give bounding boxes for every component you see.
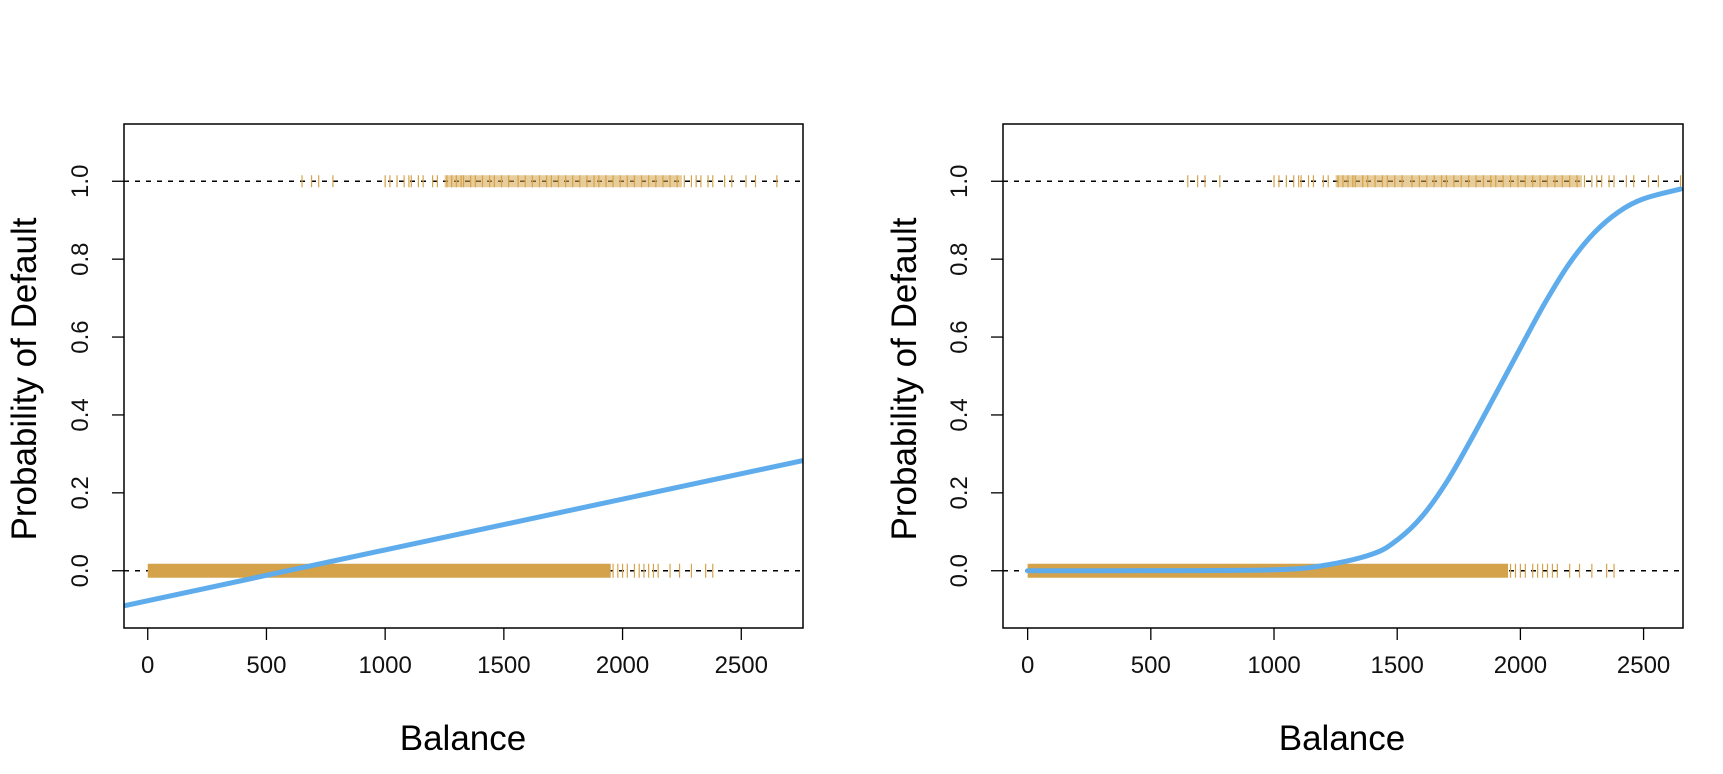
left-panel-linear: 0 500 1000 1500 2000 2500 0.0 0.2 0.4 0.6 0.8 1.0 Ba… (5, 123, 804, 758)
x-tick-label: 500 (246, 652, 286, 679)
x-tick-label: 1000 (1247, 652, 1300, 679)
x-tick-label: 2000 (1494, 652, 1547, 679)
y-tick-label: 0.2 (946, 476, 973, 509)
x-tick-label: 0 (1021, 652, 1034, 679)
y-tick-label: 0.8 (946, 242, 973, 275)
linear-fit-curve (124, 458, 803, 609)
y-axis-title: Probability of Default (5, 217, 44, 540)
y-tick-label: 0.4 (946, 398, 973, 431)
rug-band-default-no (147, 563, 611, 578)
plot-frame (1002, 123, 1684, 629)
y-axis-title: Probability of Default (885, 217, 924, 540)
x-tick-label: 0 (141, 652, 154, 679)
x-axis-title: Balance (1279, 719, 1405, 758)
y-tick-label: 0.4 (67, 398, 94, 431)
y-tick-label: 0.0 (946, 554, 973, 587)
plot-area (1003, 175, 1683, 578)
x-tick-label: 1500 (1371, 652, 1424, 679)
x-tick-label: 1000 (358, 652, 411, 679)
right-panel-logistic: 0 500 1000 1500 2000 2500 0.0 0.2 0.4 0.6 0.8 1.0 Ba… (885, 123, 1684, 758)
y-tick-label: 0.6 (67, 320, 94, 353)
y-tick-label: 0.0 (67, 554, 94, 587)
rug-band-default-yes (1335, 175, 1582, 188)
rug-band-default-yes (444, 175, 682, 188)
y-tick-label: 0.6 (946, 320, 973, 353)
y-tick-label: 0.8 (67, 242, 94, 275)
x-tick-label: 1500 (477, 652, 530, 679)
plot-frame (123, 123, 804, 629)
x-tick-label: 2500 (715, 652, 768, 679)
y-tick-label: 1.0 (67, 165, 94, 198)
x-axis-title: Balance (400, 719, 526, 758)
y-tick-label: 1.0 (946, 165, 973, 198)
x-tick-label: 500 (1131, 652, 1171, 679)
logistic-fit-curve (1025, 186, 1683, 574)
x-tick-label: 2500 (1617, 652, 1670, 679)
x-tick-label: 2000 (596, 652, 649, 679)
y-tick-label: 0.2 (67, 476, 94, 509)
plot-area (124, 175, 803, 609)
